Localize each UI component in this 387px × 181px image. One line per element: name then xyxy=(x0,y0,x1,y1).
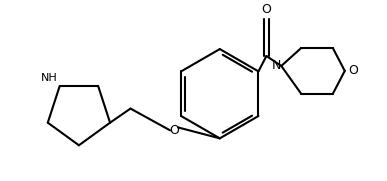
Text: N: N xyxy=(272,59,281,72)
Text: NH: NH xyxy=(41,73,58,83)
Text: O: O xyxy=(169,124,179,137)
Text: O: O xyxy=(262,3,271,16)
Text: O: O xyxy=(348,64,358,77)
